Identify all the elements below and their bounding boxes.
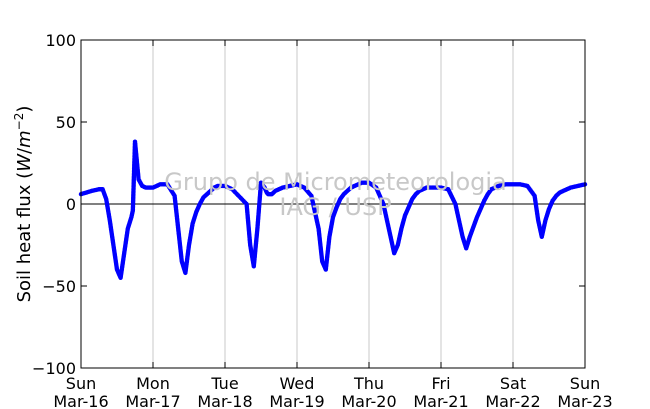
x-tick-label-day: Tue xyxy=(210,374,238,393)
x-tick-label-date: Mar-23 xyxy=(557,392,612,409)
y-axis-title-unit-w: W xyxy=(14,153,35,172)
x-tick-label-date: Mar-18 xyxy=(197,392,252,409)
y-tick-label: 0 xyxy=(66,195,76,214)
x-tick-label-day: Thu xyxy=(353,374,384,393)
x-tick-label-day: Fri xyxy=(431,374,450,393)
x-tick-label-date: Mar-20 xyxy=(341,392,396,409)
y-tick-label: 50 xyxy=(56,113,76,132)
x-tick-label-day: Mon xyxy=(136,374,170,393)
watermark: Grupo de Micrometeorologia IAG / USP xyxy=(164,168,506,221)
y-tick-label: 100 xyxy=(45,31,76,50)
y-tick-label: −100 xyxy=(32,359,76,378)
y-axis-title-exponent: −2 xyxy=(12,113,26,131)
x-tick-label-day: Sun xyxy=(66,374,96,393)
y-axis-title-slash: / xyxy=(14,147,35,154)
data-points xyxy=(78,139,588,280)
y-axis-title-unit-m: m xyxy=(14,130,35,148)
y-axis-title: Soil heat flux (W/m−2) xyxy=(12,106,35,303)
y-axis-ticks: 100 50 0 −50 −100 xyxy=(32,31,585,378)
x-tick-label-day: Wed xyxy=(280,374,315,393)
x-tick-label-date: Mar-16 xyxy=(53,392,108,409)
x-tick-label-date: Mar-22 xyxy=(485,392,540,409)
watermark-line-1: Grupo de Micrometeorologia xyxy=(164,168,506,196)
x-tick-label-date: Mar-17 xyxy=(125,392,180,409)
x-axis-ticks: SunMar-16MonMar-17TueMar-18WedMar-19ThuM… xyxy=(53,40,613,409)
x-tick-label-day: Sat xyxy=(500,374,526,393)
y-axis-title-prefix: Soil heat flux ( xyxy=(14,172,35,303)
y-axis-title-suffix: ) xyxy=(14,106,35,113)
x-tick-label-date: Mar-19 xyxy=(269,392,324,409)
x-tick-label-day: Sun xyxy=(570,374,600,393)
y-tick-label: −50 xyxy=(42,277,76,296)
watermark-line-2: IAG / USP xyxy=(279,193,391,221)
x-tick-label-date: Mar-21 xyxy=(413,392,468,409)
